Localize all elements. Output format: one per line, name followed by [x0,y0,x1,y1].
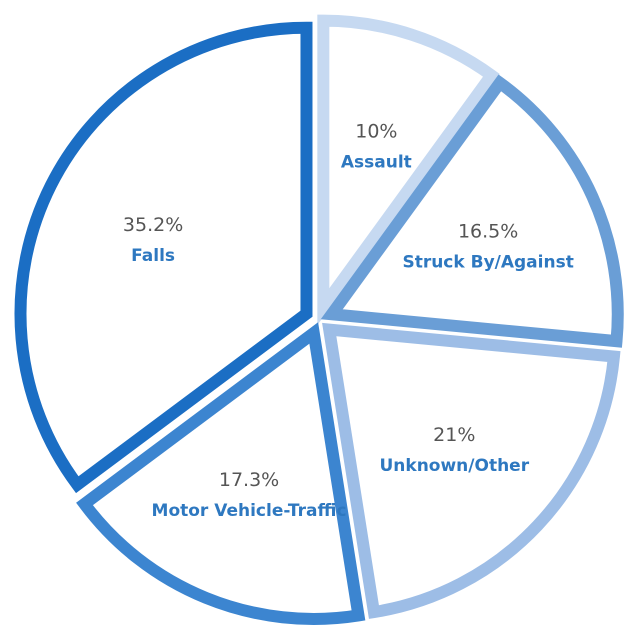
slice-value-label: 17.3% [219,469,279,491]
pie-slice-struck-by-against [320,74,624,348]
slice-category-label: Unknown/Other [379,456,529,476]
slice-category-label: Struck By/Against [402,253,573,273]
slice-value-label: 10% [355,120,397,142]
slice-category-label: Falls [131,246,175,266]
pie-slice-assault [317,14,500,326]
slice-value-label: 16.5% [458,221,518,243]
slice-value-label: 21% [433,424,475,446]
pie-slice-falls [14,21,313,494]
pie-slice-unknown-other [322,322,621,619]
slice-value-label: 35.2% [123,214,183,236]
slice-category-label: Assault [341,152,412,172]
slice-category-label: Motor Vehicle-Traffic [152,501,347,521]
pie-slice-motor-vehicle-traffic [76,322,366,625]
